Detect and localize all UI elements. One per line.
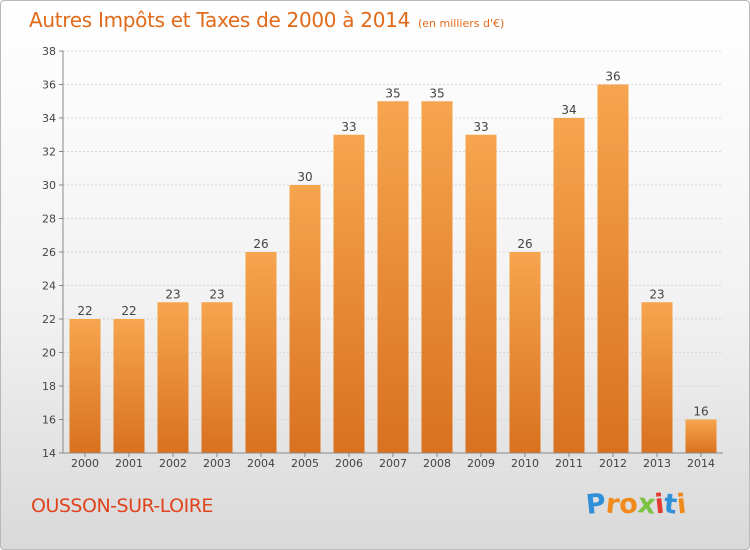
bar xyxy=(113,319,145,453)
y-tick-label: 16 xyxy=(42,414,56,427)
bar xyxy=(509,252,541,453)
data-label: 23 xyxy=(165,287,180,301)
data-label: 33 xyxy=(341,120,356,134)
data-label: 34 xyxy=(561,103,576,117)
y-tick-label: 34 xyxy=(42,112,56,125)
x-tick-label: 2014 xyxy=(687,457,715,470)
y-tick-label: 26 xyxy=(42,246,56,259)
data-label: 26 xyxy=(253,237,268,251)
x-tick-label: 2013 xyxy=(643,457,671,470)
x-tick-label: 2012 xyxy=(599,457,627,470)
data-label: 36 xyxy=(605,70,620,84)
bar xyxy=(553,118,585,453)
data-label: 22 xyxy=(121,304,136,318)
data-label: 23 xyxy=(649,287,664,301)
y-tick-label: 24 xyxy=(42,280,56,293)
y-tick-label: 38 xyxy=(42,45,56,58)
bar xyxy=(157,302,189,453)
bar xyxy=(421,101,453,453)
x-axis: 2000 2001 2002 2003 2004 2005 2006 2007 2008 2009… xyxy=(63,452,723,470)
bar xyxy=(641,302,673,453)
logo-letter: i xyxy=(675,488,689,521)
bar xyxy=(245,252,277,453)
bars xyxy=(69,84,717,453)
data-label: 33 xyxy=(473,120,488,134)
location-label: OUSSON-SUR-LOIRE xyxy=(31,495,213,517)
chart-title: Autres Impôts et Taxes de 2000 à 2014 xyxy=(29,8,410,32)
data-label: 22 xyxy=(77,304,92,318)
x-tick-label: 2008 xyxy=(423,457,451,470)
bar xyxy=(289,185,321,453)
bar xyxy=(333,134,365,453)
x-tick-label: 2007 xyxy=(379,457,407,470)
x-tick-label: 2006 xyxy=(335,457,363,470)
y-tick-label: 28 xyxy=(42,213,56,226)
x-tick-label: 2005 xyxy=(291,457,319,470)
chart-title-block: Autres Impôts et Taxes de 2000 à 2014 (en… xyxy=(29,8,504,32)
data-label: 23 xyxy=(209,287,224,301)
x-tick-label: 2000 xyxy=(71,457,99,470)
y-tick-label: 36 xyxy=(42,79,56,92)
bar xyxy=(685,419,717,453)
chart-unit: (en milliers d'€) xyxy=(418,17,505,30)
bar xyxy=(69,319,101,453)
data-label: 16 xyxy=(693,405,708,419)
y-tick-label: 22 xyxy=(42,313,56,326)
x-tick-label: 2001 xyxy=(115,457,143,470)
x-tick-label: 2003 xyxy=(203,457,231,470)
proxiti-logo[interactable]: Proxiti xyxy=(584,488,689,521)
data-label: 30 xyxy=(297,170,312,184)
y-tick-label: 30 xyxy=(42,179,56,192)
bar xyxy=(465,134,497,453)
data-label: 35 xyxy=(429,86,444,100)
y-tick-label: 14 xyxy=(42,447,56,460)
y-axis: 14 16 18 20 22 24 26 28 30 32 34 36 38 xyxy=(42,45,64,460)
y-tick-label: 20 xyxy=(42,347,56,360)
y-tick-label: 32 xyxy=(42,146,56,159)
bar xyxy=(377,101,409,453)
y-tick-label: 18 xyxy=(42,380,56,393)
bar xyxy=(597,84,629,453)
data-label: 26 xyxy=(517,237,532,251)
x-tick-label: 2010 xyxy=(511,457,539,470)
x-tick-label: 2009 xyxy=(467,457,495,470)
x-tick-label: 2011 xyxy=(555,457,583,470)
data-labels: 22 22 23 23 26 30 33 35 35 33 26 34 36 23 16 xyxy=(77,70,708,419)
bar xyxy=(201,302,233,453)
x-tick-label: 2004 xyxy=(247,457,275,470)
x-tick-label: 2002 xyxy=(159,457,187,470)
data-label: 35 xyxy=(385,86,400,100)
